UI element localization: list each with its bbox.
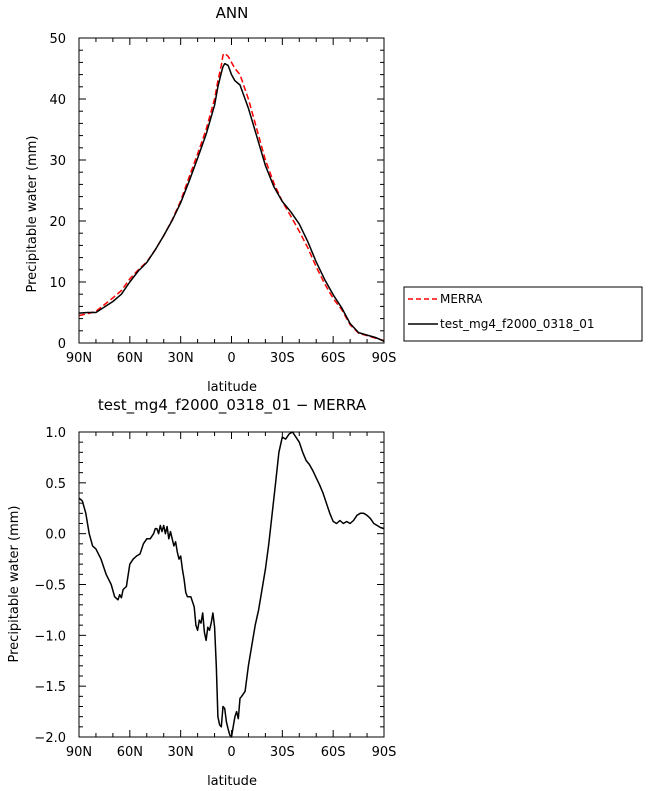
x-tick-label: 30N [168,745,194,760]
x-tick-label: 30S [270,745,295,760]
x-tick-label: 0 [227,351,235,366]
y-tick-label: −1.5 [34,680,66,695]
chart-1: ANN 90N 60N 30N 0 30S 60S 90S 0 10 20 30 40 50 lati… [25,4,396,395]
chart-1-y-tick-labels: 0 10 20 30 40 50 [49,32,66,352]
x-tick-label: 60S [321,745,346,760]
y-tick-label: 50 [49,32,66,47]
chart-2-y-axis-label: Precipitable water (mm) [7,506,22,663]
x-tick-label: 90S [372,745,397,760]
chart-2-title: test_mg4_f2000_0318_01 − MERRA [98,396,367,415]
x-tick-label: 60S [321,351,346,366]
x-tick-label: 90N [66,351,92,366]
y-tick-label: −1.0 [34,629,66,644]
chart-1-x-tick-labels: 90N 60N 30N 0 30S 60S 90S [66,351,397,366]
y-tick-label: 1.0 [45,426,66,441]
y-tick-label: 0.0 [45,528,66,543]
chart-2-frame [78,431,385,738]
legend-label-model: test_mg4_f2000_0318_01 [440,317,595,331]
chart-1-y-axis-label: Precipitable water (mm) [25,136,40,293]
chart-1-x-axis-label: latitude [207,380,257,395]
y-tick-label: 40 [49,93,66,108]
legend-box [403,286,643,342]
series-line-difference [78,431,385,738]
chart-2-x-tick-labels: 90N 60N 30N 0 30S 60S 90S [66,745,397,760]
y-tick-label: 30 [49,154,66,169]
legend-label-merra: MERRA [440,292,483,306]
y-tick-label: 10 [49,276,66,291]
y-tick-label: −0.5 [34,579,66,594]
chart-1-title: ANN [216,4,249,22]
x-tick-label: 30N [168,351,194,366]
chart-1-frame [78,37,385,344]
chart-2-series [78,431,385,738]
chart-2-x-axis-label: latitude [207,774,257,789]
x-tick-label: 60N [117,745,143,760]
chart-1-legend: MERRA test_mg4_f2000_0318_01 [403,286,643,342]
chart-2-ticks [78,431,385,738]
chart-1-series [78,52,385,342]
x-tick-label: 90S [372,351,397,366]
x-tick-label: 90N [66,745,92,760]
chart-1-ticks [78,37,385,344]
chart-2-y-tick-labels: −2.0 −1.5 −1.0 −0.5 0.0 0.5 1.0 [34,426,66,746]
y-tick-label: 0 [58,337,66,352]
x-tick-label: 30S [270,351,295,366]
x-tick-label: 60N [117,351,143,366]
series-line-merra [78,52,385,342]
y-tick-label: 20 [49,215,66,230]
series-line-test-mg4-f2000-0318-01 [78,62,385,342]
y-tick-label: 0.5 [45,477,66,492]
chart-2: test_mg4_f2000_0318_01 − MERRA 90N 60N 30N… [7,396,396,789]
x-tick-label: 0 [227,745,235,760]
y-tick-label: −2.0 [34,731,66,746]
